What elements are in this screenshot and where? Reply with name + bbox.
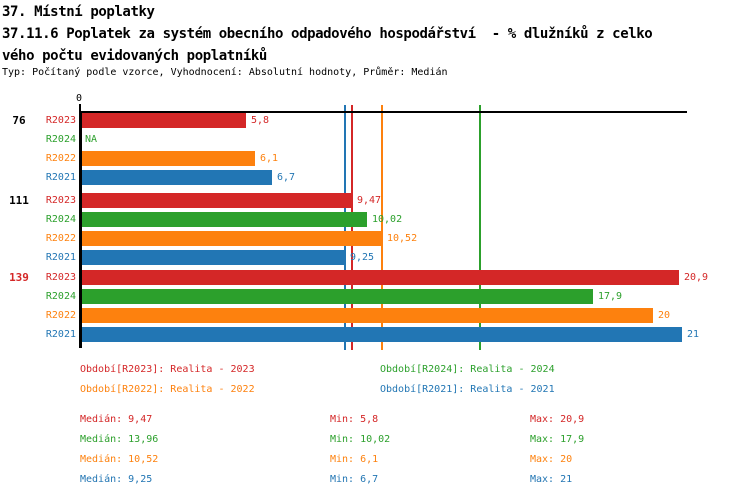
row-label-r2021: R2021	[45, 172, 76, 183]
bar-r2024-group-139	[80, 289, 593, 304]
indicator-title-line2: vého počtu evidovaných poplatníků	[2, 48, 267, 64]
bar-value-r2023-group-76: 5,8	[251, 115, 270, 126]
y-axis-line	[79, 111, 82, 348]
stat-min-r2021: Min: 6,7	[330, 474, 379, 485]
indicator-title-line1: 37.11.6 Poplatek za systém obecního odpa…	[2, 26, 653, 42]
median-line-r2024	[479, 105, 482, 350]
bar-r2022-group-111	[80, 231, 382, 246]
bar-r2021-group-111	[80, 250, 345, 265]
bar-r2023-group-139	[80, 270, 679, 285]
stat-max-r2024: Max: 17,9	[530, 434, 585, 445]
row-label-r2021: R2021	[45, 252, 76, 263]
bar-value-r2022-group-139: 20	[658, 310, 671, 321]
row-label-r2023: R2023	[45, 115, 76, 126]
bar-value-r2024-group-139: 17,9	[598, 291, 623, 302]
row-label-r2023: R2023	[45, 272, 76, 283]
median-line-r2023	[350, 105, 353, 350]
row-label-r2022: R2022	[45, 153, 76, 164]
stat-max-r2022: Max: 20	[530, 454, 573, 465]
group-label-139: 139	[9, 271, 29, 284]
stat-max-r2023: Max: 20,9	[530, 414, 585, 425]
bar-r2023-group-111	[80, 193, 352, 208]
bar-value-r2022-group-76: 6,1	[260, 153, 279, 164]
group-label-111: 111	[9, 194, 29, 207]
stat-max-r2021: Max: 21	[530, 474, 573, 485]
stat-median-r2023: Medián: 9,47	[80, 414, 153, 425]
bar-r2022-group-76	[80, 151, 255, 166]
legend-item-r2021: Období[R2021]: Realita - 2021	[380, 384, 555, 395]
median-line-r2021	[344, 105, 347, 350]
bar-value-r2021-group-139: 21	[687, 329, 700, 340]
row-label-r2022: R2022	[45, 233, 76, 244]
row-label-r2021: R2021	[45, 329, 76, 340]
row-label-r2024: R2024	[45, 291, 76, 302]
bar-value-r2023-group-111: 9,47	[357, 195, 382, 206]
legend-item-r2024: Období[R2024]: Realita - 2024	[380, 364, 555, 375]
bar-value-r2024-group-76: NA	[85, 134, 98, 145]
x-axis-line	[79, 111, 687, 113]
median-line-r2022	[380, 105, 383, 350]
bar-r2022-group-139	[80, 308, 653, 323]
bar-value-r2021-group-111: 9,25	[350, 252, 375, 263]
bar-value-r2024-group-111: 10,02	[372, 214, 403, 225]
bar-value-r2021-group-76: 6,7	[277, 172, 296, 183]
stat-min-r2024: Min: 10,02	[330, 434, 391, 445]
stat-median-r2021: Medián: 9,25	[80, 474, 153, 485]
bar-value-r2022-group-111: 10,52	[387, 233, 418, 244]
stat-median-r2024: Medián: 13,96	[80, 434, 159, 445]
row-label-r2023: R2023	[45, 195, 76, 206]
stat-min-r2022: Min: 6,1	[330, 454, 379, 465]
legend-item-r2022: Období[R2022]: Realita - 2022	[80, 384, 255, 395]
bar-r2023-group-76	[80, 113, 246, 128]
legend-item-r2023: Období[R2023]: Realita - 2023	[80, 364, 255, 375]
zero-tick-label: 0	[76, 93, 83, 104]
bar-r2021-group-76	[80, 170, 272, 185]
row-label-r2024: R2024	[45, 214, 76, 225]
zero-tick	[79, 104, 81, 111]
bar-value-r2023-group-139: 20,9	[684, 272, 709, 283]
bar-r2021-group-139	[80, 327, 682, 342]
indicator-meta: Typ: Počítaný podle vzorce, Vyhodnocení:…	[2, 67, 448, 78]
row-label-r2022: R2022	[45, 310, 76, 321]
group-label-76: 76	[12, 114, 26, 127]
stat-median-r2022: Medián: 10,52	[80, 454, 159, 465]
report-section-title: 37. Místní poplatky	[2, 4, 155, 20]
stat-min-r2023: Min: 5,8	[330, 414, 379, 425]
bar-r2024-group-111	[80, 212, 367, 227]
row-label-r2024: R2024	[45, 134, 76, 145]
